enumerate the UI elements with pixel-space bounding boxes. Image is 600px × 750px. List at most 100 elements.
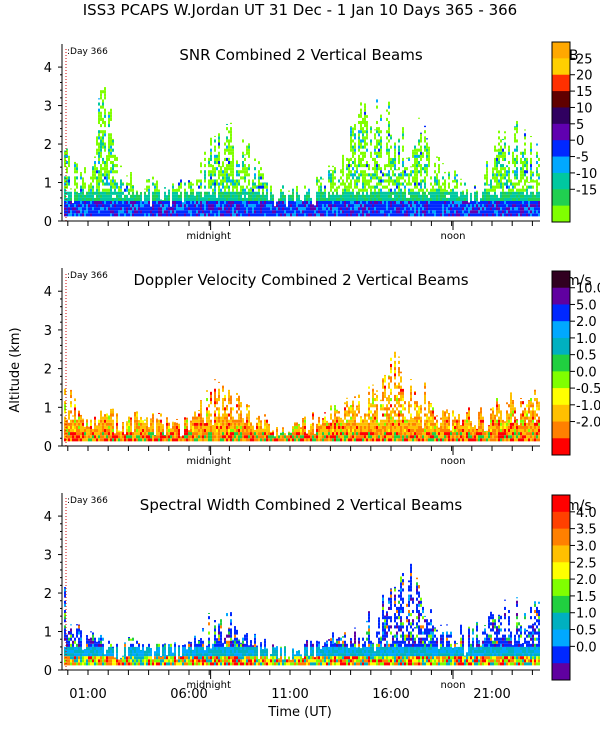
heatmap-cell	[380, 179, 382, 183]
colorbar-label: 0	[576, 134, 584, 149]
heatmap-cell	[524, 210, 526, 214]
heatmap-cell	[516, 173, 518, 177]
heatmap-cell	[398, 438, 400, 442]
heatmap-cell	[388, 170, 390, 174]
heatmap-cell	[140, 422, 142, 426]
heatmap-cell	[100, 194, 102, 198]
heatmap-cell	[378, 130, 380, 134]
heatmap-cell	[96, 170, 98, 174]
heatmap-cell	[260, 428, 262, 433]
heatmap-cell	[124, 194, 126, 198]
heatmap-cell	[402, 391, 404, 395]
heatmap-cell	[248, 432, 250, 436]
heatmap-cell	[200, 400, 202, 402]
heatmap-cell	[310, 213, 312, 217]
heatmap-cell	[348, 167, 350, 171]
heatmap-cell	[448, 176, 450, 180]
heatmap-cell	[324, 194, 326, 198]
heatmap-cell	[278, 435, 280, 439]
heatmap-cell	[192, 197, 194, 201]
heatmap-cell	[298, 435, 300, 439]
heatmap-cell	[436, 197, 438, 201]
day-marker: :Day 366	[67, 47, 108, 57]
heatmap-cell	[238, 432, 240, 436]
heatmap-cell	[414, 391, 416, 395]
heatmap-cell	[364, 432, 366, 436]
heatmap-cell	[370, 432, 372, 436]
heatmap-cell	[238, 210, 240, 214]
heatmap-cell	[392, 419, 394, 423]
heatmap-cell	[300, 435, 302, 439]
heatmap-cell	[492, 207, 494, 211]
heatmap-cell	[362, 154, 364, 158]
heatmap-cell	[314, 433, 316, 436]
heatmap-cell	[134, 419, 136, 423]
heatmap-cell	[452, 213, 454, 217]
heatmap-cell	[494, 164, 496, 168]
heatmap-cell	[394, 422, 396, 426]
heatmap-cell	[88, 204, 90, 208]
heatmap-cell	[100, 142, 102, 146]
heatmap-cell	[372, 207, 374, 211]
heatmap-cell	[458, 196, 460, 198]
heatmap-cell	[200, 435, 202, 439]
heatmap-cell	[520, 194, 522, 198]
heatmap-cell	[294, 207, 296, 211]
heatmap-cell	[104, 124, 106, 128]
heatmap-cell	[248, 188, 250, 192]
heatmap-cell	[70, 213, 72, 217]
heatmap-cell	[146, 194, 148, 198]
heatmap-cell	[284, 438, 286, 442]
heatmap-cell	[272, 210, 274, 214]
heatmap-cell	[222, 413, 224, 417]
heatmap-cell	[200, 407, 202, 411]
heatmap-cell	[128, 432, 130, 436]
heatmap-cell	[98, 136, 100, 140]
heatmap-cell	[266, 197, 268, 201]
heatmap-cell	[404, 185, 406, 189]
heatmap-cell	[394, 164, 396, 168]
heatmap-cell	[124, 435, 126, 439]
heatmap-cell	[248, 143, 250, 146]
heatmap-cell	[80, 197, 82, 201]
heatmap-cell	[322, 419, 324, 423]
heatmap-cell	[306, 207, 308, 211]
heatmap-cell	[64, 404, 66, 408]
heatmap-cell	[218, 170, 220, 174]
heatmap-cell	[374, 428, 376, 433]
heatmap-cell	[330, 213, 332, 217]
heatmap-cell	[144, 207, 146, 211]
heatmap-cell	[266, 182, 268, 186]
heatmap-cell	[434, 191, 436, 195]
heatmap-cell	[98, 428, 100, 433]
heatmap-cell	[114, 200, 116, 205]
heatmap-cell	[114, 179, 116, 183]
heatmap-cell	[500, 197, 502, 201]
snr-panel: SNR Combined 2 Vertical BeamsdB:Day 3660…	[44, 41, 597, 242]
heatmap-cell	[186, 435, 188, 439]
heatmap-cell	[190, 428, 192, 433]
heatmap-cell	[236, 207, 238, 211]
heatmap-cell	[176, 213, 178, 217]
heatmap-cell	[398, 167, 400, 171]
heatmap-cell	[108, 117, 110, 121]
heatmap-cell	[398, 391, 400, 395]
heatmap-cell	[392, 435, 394, 439]
heatmap-cell	[234, 438, 236, 442]
heatmap-cell	[518, 188, 520, 192]
heatmap-cell	[202, 425, 204, 429]
heatmap-cell	[114, 204, 116, 208]
heatmap-cell	[188, 185, 190, 189]
heatmap-cell	[90, 185, 92, 189]
heatmap-cell	[374, 191, 376, 195]
heatmap-cell	[432, 413, 434, 417]
heatmap-cell	[210, 142, 212, 146]
heatmap-cell	[492, 200, 494, 205]
heatmap-cell	[302, 422, 304, 426]
heatmap-cell	[392, 210, 394, 214]
heatmap-cell	[66, 432, 68, 436]
heatmap-cell	[114, 182, 116, 186]
heatmap-cell	[232, 422, 234, 426]
heatmap-cell	[378, 142, 380, 146]
heatmap-cell	[352, 438, 354, 442]
